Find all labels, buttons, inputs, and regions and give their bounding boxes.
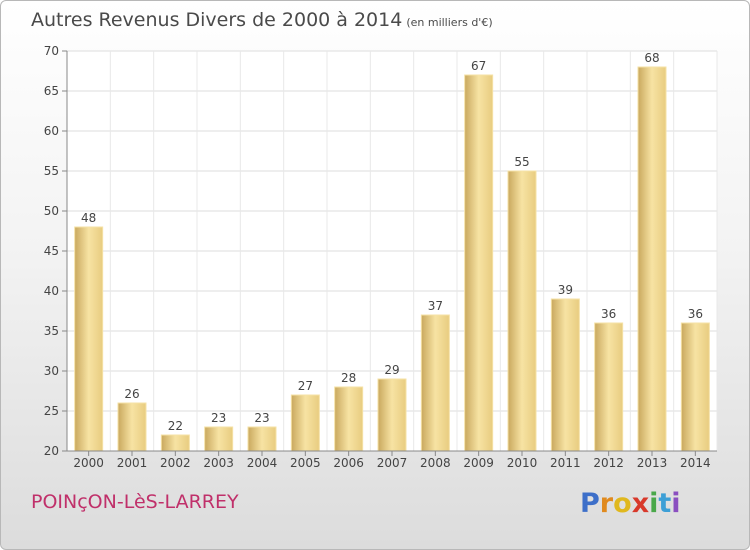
logo-letter: t [658,488,672,519]
y-tick-label: 30 [44,364,59,378]
bar [377,378,407,452]
x-tick-label: 2009 [463,456,494,470]
data-label: 23 [254,411,269,425]
bar [507,170,537,452]
y-tick-label: 25 [44,404,59,418]
data-label: 26 [124,387,139,401]
data-label: 39 [558,283,573,297]
x-tick-label: 2001 [117,456,148,470]
x-tick-label: 2007 [377,456,408,470]
data-label: 55 [514,155,529,169]
y-tick-label: 35 [44,324,59,338]
data-label: 29 [384,363,399,377]
data-label: 48 [81,211,96,225]
bar [204,426,234,452]
y-tick-label: 20 [44,444,59,458]
y-tick-label: 60 [44,124,59,138]
x-tick-label: 2014 [680,456,711,470]
x-tick-label: 2006 [333,456,364,470]
x-tick-label: 2011 [550,456,581,470]
axes: 20 25 30 35 40 45 50 55 60 65 70 2000 2001 2002 2003 20… [44,44,717,470]
data-labels: 48 26 22 23 23 27 28 29 37 67 55 39 36 68 36 [81,51,703,433]
data-label: 27 [298,379,313,393]
logo-letter: r [599,488,614,519]
commune-name: POINçON-LèS-LARREY [31,491,239,513]
bar [550,298,580,452]
bar [160,434,190,452]
y-tick-label: 55 [44,164,59,178]
bar [247,426,277,452]
data-label: 28 [341,371,356,385]
x-tick-label: 2010 [507,456,538,470]
y-tick-label: 70 [44,44,59,58]
chart-title-text: Autres Revenus Divers de 2000 à 2014 [31,9,403,31]
x-tick-label: 2013 [637,456,668,470]
chart-subtitle: (en milliers d'€) [406,16,493,29]
bar [464,74,494,452]
bar [420,314,450,452]
logo-letter: x [631,488,650,519]
data-label: 23 [211,411,226,425]
bar [290,394,320,452]
chart-title: Autres Revenus Divers de 2000 à 2014 (en … [31,9,493,31]
x-tick-label: 2003 [203,456,234,470]
bar [117,402,147,452]
bar [680,322,710,452]
bar [334,386,364,452]
data-label: 68 [644,51,659,65]
data-label: 36 [688,307,703,321]
bar [594,322,624,452]
y-tick-label: 45 [44,244,59,258]
logo-letter: o [613,488,632,519]
x-tick-label: 2004 [247,456,278,470]
y-tick-label: 65 [44,84,59,98]
logo-letter: P [580,488,600,519]
data-label: 22 [168,419,183,433]
bar [637,66,667,452]
data-label: 37 [428,299,443,313]
proxiti-logo: Proxiti [580,488,681,519]
logo-letter: i [649,488,659,519]
x-tick-label: 2000 [73,456,104,470]
x-tick-label: 2012 [593,456,624,470]
bar [74,226,104,452]
x-tick-label: 2008 [420,456,451,470]
y-tick-label: 50 [44,204,59,218]
data-label: 36 [601,307,616,321]
data-label: 67 [471,59,486,73]
bars [74,66,710,452]
y-tick-label: 40 [44,284,59,298]
x-tick-label: 2005 [290,456,321,470]
logo-letter: i [671,488,681,519]
x-tick-label: 2002 [160,456,191,470]
